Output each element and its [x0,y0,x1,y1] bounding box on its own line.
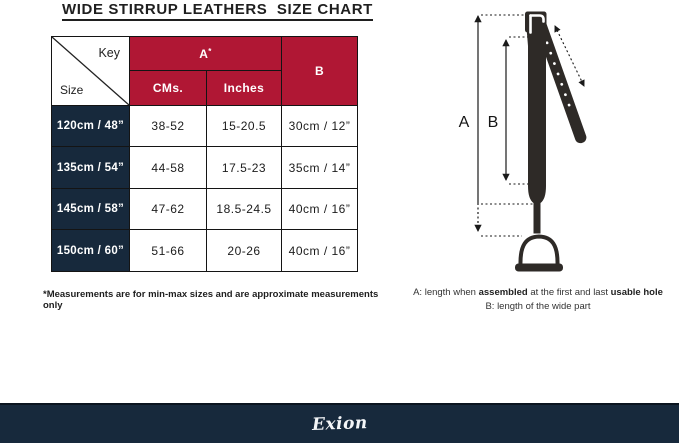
footer-bar: Exion [0,403,679,443]
buckle [525,11,547,34]
size-cell: 135cm / 54” [51,146,130,189]
diagonal-divider-line [52,37,129,105]
corner-label-key: Key [98,46,120,60]
b-cell: 40cm / 16” [281,188,358,230]
cms-cell: 38-52 [129,105,207,147]
header-col-cms: CMs. [129,70,207,106]
table-row: 120cm / 48” 38-52 15-20.5 30cm / 12” [51,105,358,147]
caption-line-a: A: length when assembled at the first an… [388,286,679,300]
header-col-a: A* [129,36,282,71]
inches-cell: 17.5-23 [206,146,282,189]
inches-cell: 18.5-24.5 [206,188,282,230]
table-row: 135cm / 54” 44-58 17.5-23 35cm / 14” [51,146,358,189]
cms-cell: 44-58 [129,146,207,189]
diagram-caption: A: length when assembled at the first an… [388,286,679,314]
inches-cell: 15-20.5 [206,105,282,147]
caption-a-bold-assembled: assembled [478,287,528,298]
hole-range-arrow [554,25,585,87]
stirrup-leather-diagram: A B [459,11,587,272]
caption-line-b: B: length of the wide part [485,300,591,312]
cms-cell: 47-62 [129,188,207,230]
header-a-text: A [199,46,209,61]
measure-a-arrow [474,14,533,237]
table-row: 150cm / 60” 51-66 20-26 40cm / 16” [51,229,358,272]
header-col-b: B [281,36,358,106]
cms-cell: 51-66 [129,229,207,272]
caption-a-bold-usable-hole: usable hole [610,287,663,298]
header-col-inches: Inches [206,70,282,106]
key-size-corner-cell: Key Size [51,36,130,106]
header-a-asterisk: * [208,46,212,56]
b-cell: 30cm / 12” [281,105,358,147]
b-cell: 35cm / 14” [281,146,358,189]
b-cell: 40cm / 16” [281,229,358,272]
table-row: 145cm / 58” 47-62 18.5-24.5 40cm / 16” [51,188,358,230]
page-title: WIDE STIRRUP LEATHERS SIZE CHART [62,1,373,21]
caption-a-mid: at the first and last [527,287,611,298]
table-footnote: *Measurements are for min-max sizes and … [43,289,379,311]
size-cell: 150cm / 60” [51,229,130,272]
brand-logo: Exion [311,413,368,435]
label-b: B [488,114,499,131]
stirrup-iron [515,233,563,272]
caption-a-prefix: A: length when [413,287,479,298]
main-strap [526,28,546,237]
corner-label-size: Size [60,83,84,97]
size-cell: 120cm / 48” [51,105,130,147]
size-cell: 145cm / 58” [51,188,130,230]
inches-cell: 20-26 [206,229,282,272]
size-chart-table: Key Size A* B CMs. Inches 120cm / 48” 38… [51,36,358,272]
label-a: A [459,114,470,131]
